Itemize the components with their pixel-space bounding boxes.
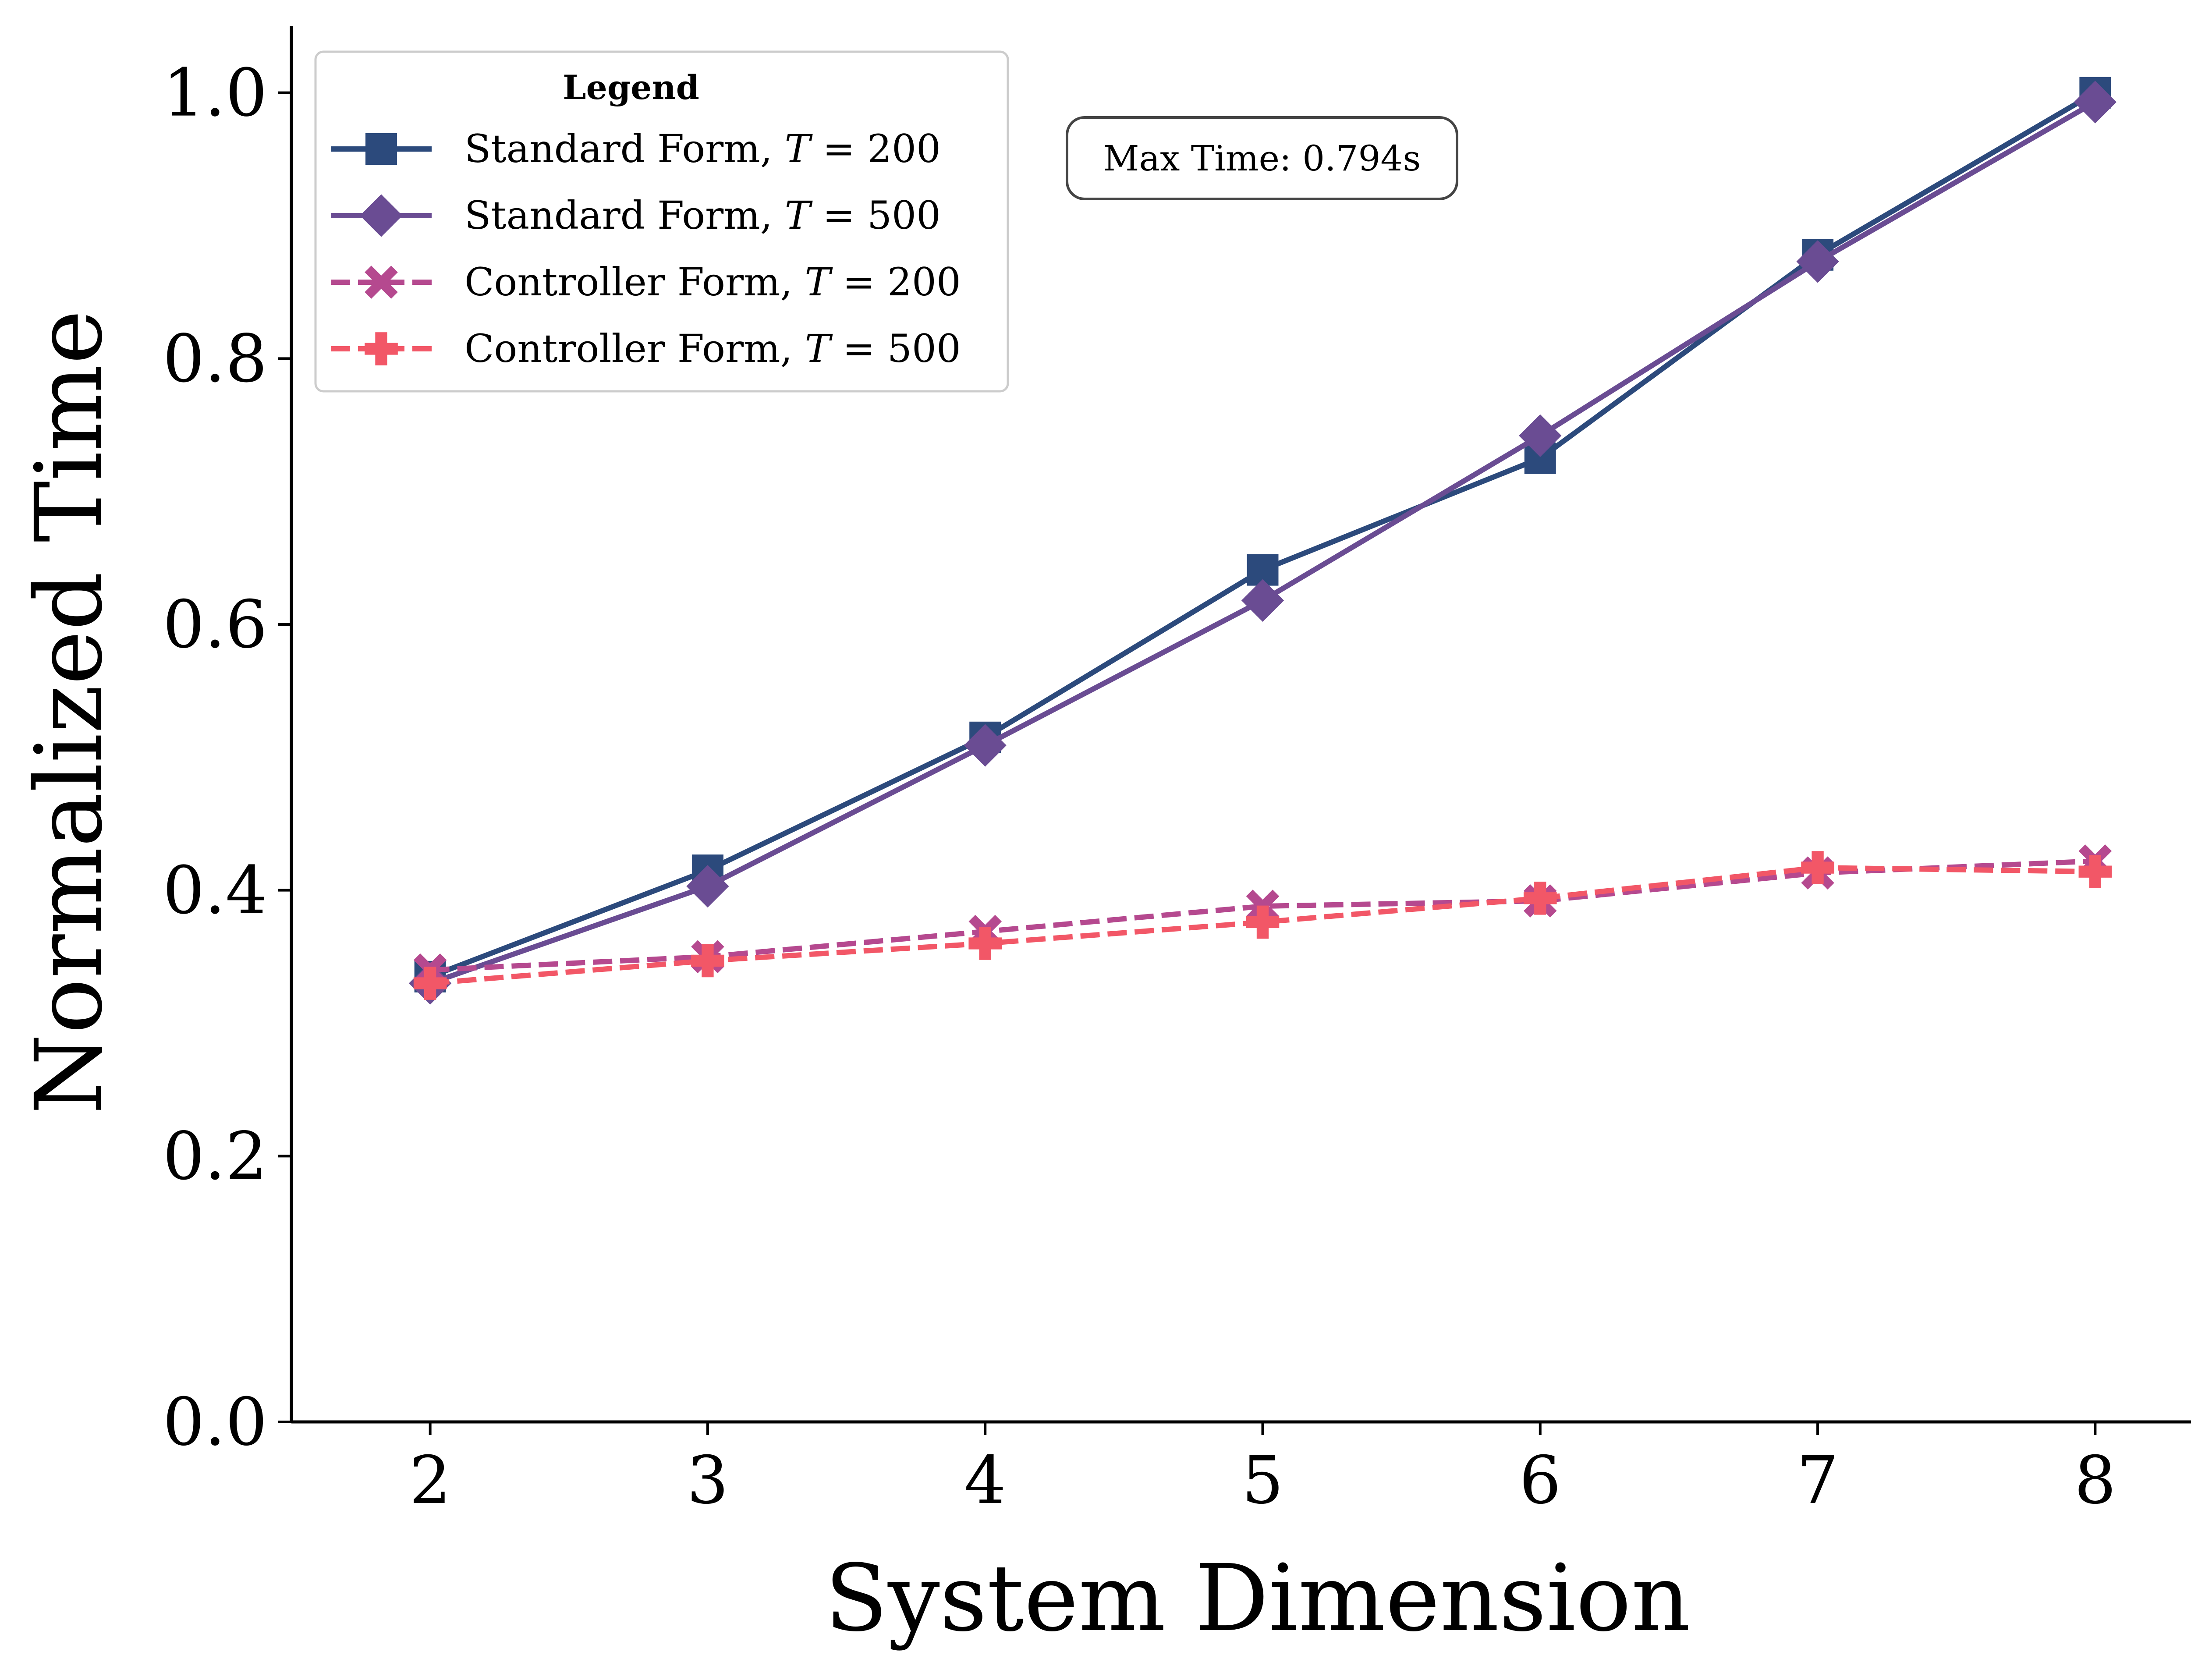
legend-entry-1: Standard Form, T = 200 [331, 126, 941, 171]
y-tick-label: 0.0 [163, 1384, 267, 1460]
legend-title: Legend [563, 68, 699, 107]
legend-box [314, 50, 1009, 393]
legend-entry-4: Controller Form, T = 500 [331, 326, 961, 371]
y-tick-label: 0.2 [163, 1118, 267, 1194]
data-point [1241, 579, 1284, 622]
legend-marker [365, 266, 398, 299]
x-tick-label: 4 [964, 1443, 1006, 1519]
series-2 [409, 81, 2117, 1005]
x-axis-title: System Dimension [825, 1545, 1691, 1652]
y-tick-label: 0.4 [163, 853, 267, 929]
x-tick-label: 5 [1242, 1443, 1283, 1519]
axes: 2 3 4 5 6 7 8 0.0 0.2 0.4 0.6 0.8 1.0 [163, 26, 2191, 1519]
x-tick-label: 6 [1519, 1443, 1561, 1519]
legend-label: Standard Form, T = 200 [464, 126, 941, 171]
data-point [1246, 905, 1280, 939]
data-point [2074, 81, 2117, 124]
series-4 [413, 851, 2112, 1000]
data-point [1523, 882, 1557, 915]
y-axis-title: Normalized Time [15, 310, 123, 1114]
x-tick-label: 2 [409, 1443, 451, 1519]
legend-label: Controller Form, T = 200 [464, 259, 961, 305]
legend-entry-2: Standard Form, T = 500 [331, 193, 941, 238]
data-point [1801, 851, 1834, 884]
data-point [691, 944, 724, 978]
data-point [2078, 855, 2112, 888]
legend-label: Controller Form, T = 500 [464, 326, 961, 371]
legend-marker [365, 332, 398, 365]
y-tick-label: 0.6 [163, 587, 267, 663]
data-point [1519, 414, 1562, 457]
data-point [686, 865, 729, 908]
x-tick-label: 3 [687, 1443, 728, 1519]
series-layer [409, 77, 2117, 1005]
y-tick-label: 1.0 [163, 55, 267, 131]
legend-entry-3: Controller Form, T = 200 [331, 259, 961, 305]
legend-marker [360, 194, 403, 237]
annotation-box [1066, 116, 1458, 200]
x-tick-label: 8 [2074, 1443, 2116, 1519]
x-tick-label: 7 [1797, 1443, 1838, 1519]
legend-label: Standard Form, T = 500 [464, 193, 941, 238]
legend-marker [365, 133, 397, 165]
annotation-text: Max Time: 0.794s [1103, 138, 1421, 179]
y-tick-label: 0.8 [163, 321, 267, 397]
legend: Legend Standard Form, T = 200 Standard For… [314, 50, 1009, 393]
data-point [1796, 240, 1839, 283]
annotation: Max Time: 0.794s [1066, 116, 1458, 200]
data-point [413, 967, 447, 1000]
data-point [964, 724, 1007, 767]
data-point [968, 927, 1002, 960]
